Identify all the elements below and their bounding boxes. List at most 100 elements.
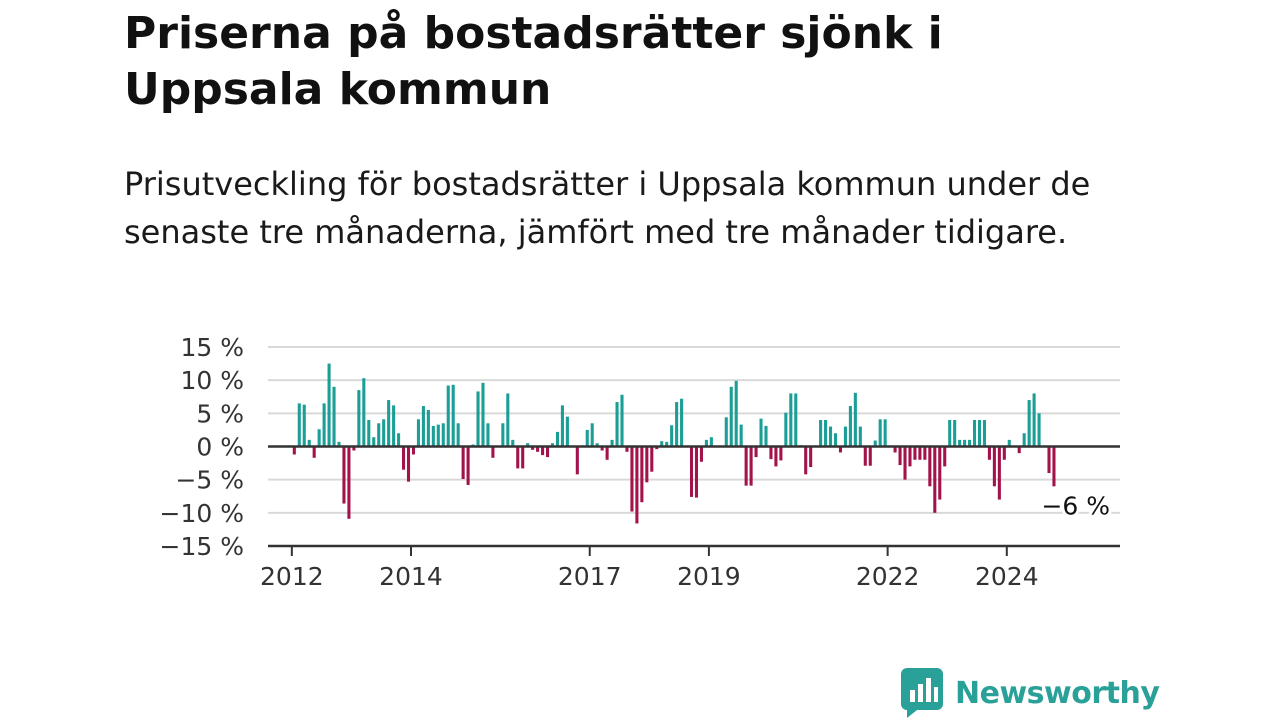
bar <box>913 446 917 460</box>
bar <box>516 446 520 469</box>
bar <box>769 446 773 460</box>
bar <box>411 446 416 455</box>
bar <box>749 446 753 486</box>
bar <box>620 394 624 447</box>
bar <box>968 439 972 447</box>
chart-title: Priserna på bostadsrätter sjönk i Uppsal… <box>124 8 943 115</box>
bar <box>863 446 867 466</box>
bar <box>322 403 326 447</box>
bar <box>466 446 470 485</box>
bar <box>992 446 996 487</box>
bar <box>943 446 947 467</box>
bar <box>744 446 748 486</box>
bar <box>545 446 550 458</box>
bar <box>327 363 331 447</box>
x-tick-label: 2017 <box>558 562 622 591</box>
bar <box>297 403 301 447</box>
bar <box>1052 446 1056 487</box>
bar <box>481 382 485 447</box>
y-tick-label: 10 % <box>180 366 244 395</box>
bar <box>416 419 420 447</box>
bar <box>1002 446 1006 460</box>
bar <box>555 431 560 447</box>
bar <box>635 446 639 524</box>
bar <box>372 437 376 447</box>
bar <box>819 419 823 447</box>
bar <box>377 423 381 447</box>
bar <box>521 446 525 469</box>
bar-chart: 15 % 10 % 5 % 0 % −5 % −10 % −15 % 2012 2014 2017… <box>160 333 1120 591</box>
chart-subtitle: Prisutveckling för bostadsrätter i Uppsa… <box>124 165 1091 251</box>
bar <box>987 446 991 460</box>
bar <box>426 410 430 447</box>
y-tick-label: −15 % <box>160 532 244 561</box>
x-tick-label: 2019 <box>677 562 741 591</box>
bar <box>332 386 336 447</box>
bar <box>402 446 406 470</box>
bar <box>486 423 490 447</box>
y-tick-label: 5 % <box>196 399 244 428</box>
bar <box>680 398 684 447</box>
bar <box>317 429 321 447</box>
bar <box>436 424 440 447</box>
bar <box>694 446 699 498</box>
bar <box>774 446 778 467</box>
bar <box>536 446 540 452</box>
bar <box>858 426 862 447</box>
last-value-label: −6 % <box>1041 491 1110 520</box>
bar <box>963 439 967 447</box>
bar <box>898 446 902 466</box>
bar <box>307 439 311 447</box>
bar <box>675 402 679 447</box>
bar <box>630 446 634 512</box>
bar <box>585 429 589 447</box>
bar <box>759 418 763 447</box>
bar <box>828 426 833 447</box>
x-tick-label: 2014 <box>379 562 443 591</box>
bar <box>446 385 450 447</box>
bar <box>337 441 341 447</box>
bar <box>908 446 912 467</box>
bar <box>1017 446 1021 454</box>
y-tick-label: 0 % <box>196 433 244 462</box>
bar <box>789 393 793 447</box>
bar <box>645 446 649 483</box>
bar <box>938 446 942 500</box>
bar <box>431 425 435 447</box>
bar <box>476 391 480 447</box>
bar <box>531 446 535 450</box>
bar <box>550 443 555 447</box>
bar <box>893 446 897 453</box>
brand-logo: Newsworthy <box>901 668 1160 718</box>
bar <box>650 446 654 472</box>
x-tick-label: 2024 <box>975 562 1039 591</box>
bar <box>595 443 599 447</box>
bar <box>292 446 296 455</box>
bar <box>689 446 694 497</box>
bar <box>883 419 887 447</box>
brand-name: Newsworthy <box>955 675 1160 711</box>
bar <box>615 402 619 447</box>
bar <box>367 419 371 447</box>
bar <box>605 446 609 460</box>
bar <box>873 440 877 447</box>
bar <box>665 441 669 447</box>
bar <box>853 392 857 447</box>
bar <box>347 446 351 519</box>
bar <box>699 446 703 462</box>
bar <box>918 446 922 460</box>
bar <box>833 433 838 447</box>
bar <box>764 425 768 447</box>
bar <box>779 446 783 461</box>
y-tick-label: −10 % <box>160 499 244 528</box>
y-tick-label: 15 % <box>180 333 244 362</box>
bar <box>421 406 425 447</box>
bar <box>1037 413 1041 447</box>
bar <box>1027 400 1031 447</box>
bar <box>357 390 361 447</box>
bar <box>729 386 733 447</box>
bar <box>491 446 495 458</box>
bar <box>997 446 1001 500</box>
bar <box>903 446 907 480</box>
bar <box>928 446 932 487</box>
